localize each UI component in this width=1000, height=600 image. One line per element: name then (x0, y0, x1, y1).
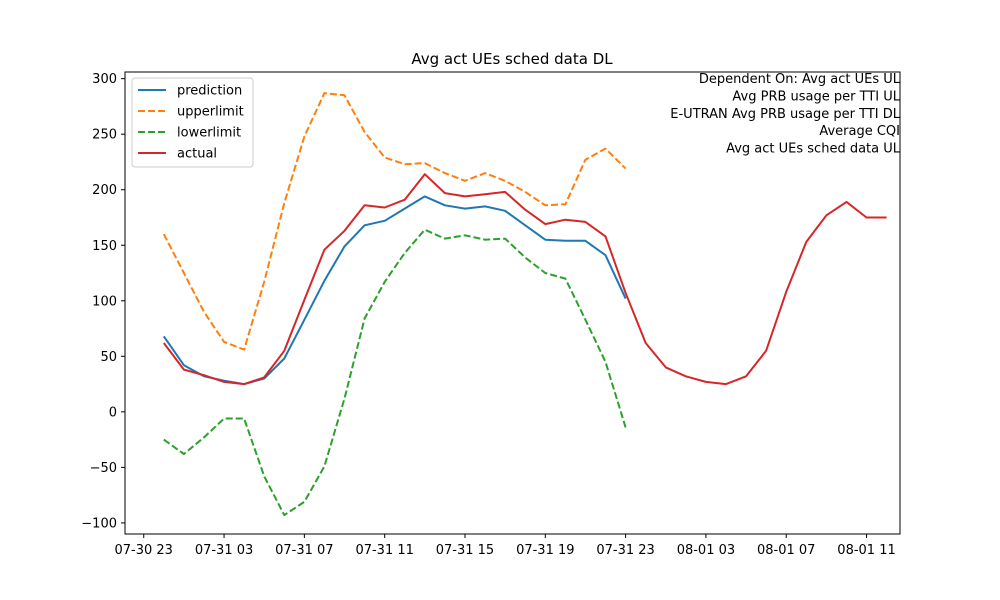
legend-label-lowerlimit: lowerlimit (177, 126, 241, 141)
series-line-lowerlimit (163, 228, 627, 517)
y-tick-label: 300 (92, 72, 117, 87)
annotation-line: Dependent On: Avg act UEs UL (699, 72, 901, 87)
legend: prediction upperlimit lowerlimit actual (131, 77, 254, 168)
annotation-line: Average CQI (819, 124, 900, 139)
x-tick-label: 07-30 23 (115, 543, 173, 558)
y-tick-label: 100 (92, 294, 117, 309)
legend-label-actual: actual (177, 147, 217, 162)
x-tick-label: 07-31 07 (275, 543, 333, 558)
y-tick-label: 250 (92, 128, 117, 143)
y-tick-label: 200 (92, 183, 117, 198)
legend-box (131, 77, 254, 168)
plot-frame (124, 71, 901, 535)
legend-label-prediction: prediction (177, 84, 242, 99)
annotation-line: E-UTRAN Avg PRB usage per TTI DL (670, 107, 900, 122)
y-tick-label: 0 (109, 405, 117, 420)
series-line-prediction (162, 195, 627, 386)
x-tick-label: 07-31 03 (195, 543, 253, 558)
x-tick-label: 07-31 23 (596, 543, 654, 558)
chart-title: Avg act UEs sched data DL (411, 50, 613, 68)
dependency-annotations: Dependent On: Avg act UEs UL Avg PRB usag… (670, 72, 900, 157)
x-tick-label: 08-01 07 (757, 543, 815, 558)
series-layer (162, 92, 887, 517)
x-tick-label: 07-31 11 (355, 543, 413, 558)
legend-label-upperlimit: upperlimit (177, 105, 244, 120)
x-tick-label: 07-31 19 (516, 543, 574, 558)
y-tick-label: 150 (92, 239, 117, 254)
series-line-actual (163, 173, 887, 386)
annotation-line: Avg act UEs sched data UL (726, 142, 901, 157)
x-tick-label: 08-01 11 (837, 543, 895, 558)
x-tick-label: 07-31 15 (436, 543, 494, 558)
y-tick-label: −100 (81, 516, 117, 531)
x-tick-label: 08-01 03 (677, 543, 735, 558)
series-line-upperlimit (162, 92, 627, 351)
annotation-line: Avg PRB usage per TTI UL (732, 89, 900, 104)
y-tick-label: 50 (100, 350, 117, 365)
axes: −100 −50 0 50 100 150 200 250 300 07-30 23 07-31 0… (81, 71, 901, 558)
y-tick-label: −50 (90, 461, 117, 476)
